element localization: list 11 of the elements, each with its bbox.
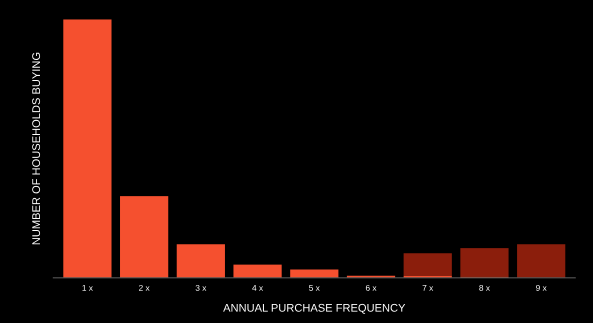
x-tick-label: 2 x: [138, 284, 150, 291]
x-tick-label: 6 x: [366, 284, 376, 291]
x-tick-label: 8 x: [479, 284, 490, 291]
x-tick-label: 9 x: [536, 284, 547, 291]
x-tick-label: 5 x: [309, 285, 320, 291]
x-axis-title: ANNUAL PURCHASE FREQUENCY: [223, 304, 406, 314]
x-tick-label: 4 x: [252, 285, 264, 291]
y-axis-title: NUMBER OF HOUSEHOLDS BUYING: [32, 52, 40, 244]
x-tick-label: 3 x: [196, 284, 206, 291]
x-tick-label: 1 x: [82, 285, 93, 291]
x-tick-label: 7 x: [422, 285, 434, 291]
